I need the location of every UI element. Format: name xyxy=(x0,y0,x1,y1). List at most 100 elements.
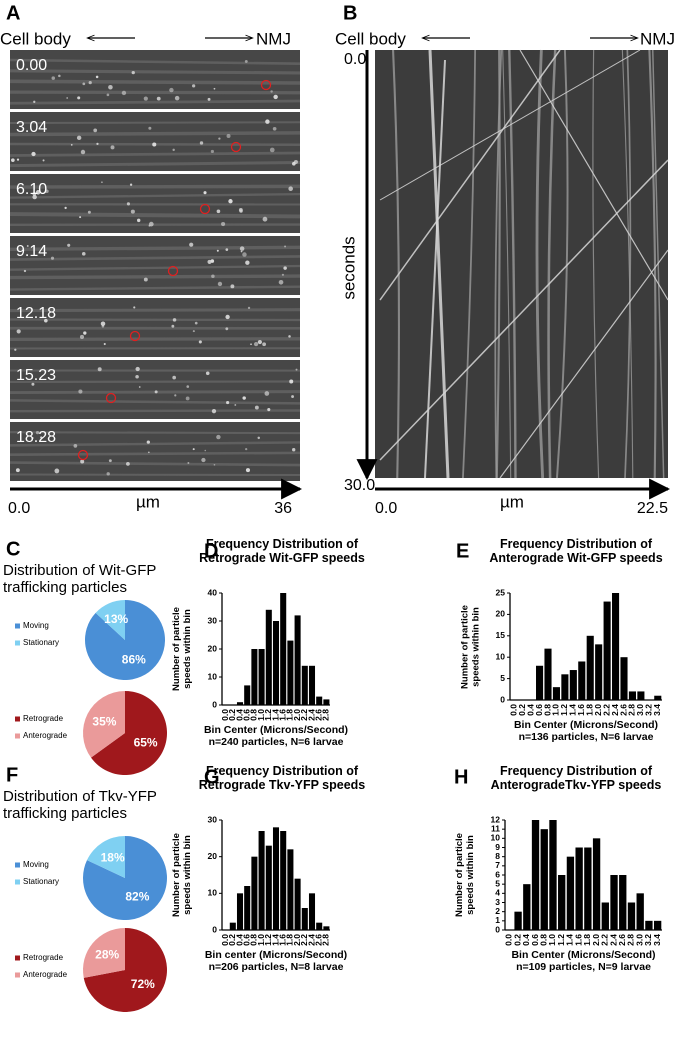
particle xyxy=(42,159,45,162)
stationary-trace xyxy=(392,49,400,479)
axon-streak xyxy=(9,461,301,467)
particle xyxy=(239,246,245,251)
panel-letter: D xyxy=(204,540,218,562)
x-axis-label: Bin Center (Microns/Second) xyxy=(204,724,348,736)
legend-label: Moving xyxy=(23,860,49,869)
y-tick-label: 0 xyxy=(212,924,217,934)
bar xyxy=(549,820,557,930)
x-tick-label: 0.2 xyxy=(227,934,237,946)
particle xyxy=(108,84,113,90)
x-tick-label: 1.6 xyxy=(277,709,287,721)
particle xyxy=(11,158,15,162)
y-tick-label: 2 xyxy=(495,906,500,916)
bar xyxy=(316,696,323,705)
particle xyxy=(156,96,161,101)
x-tick-label: 2.2 xyxy=(299,709,309,721)
x-tick-label: 1.8 xyxy=(584,704,594,716)
bar xyxy=(301,908,308,930)
x-tick-label: 1.0 xyxy=(551,704,561,716)
particle xyxy=(245,260,250,265)
x-axis-label: Bin Center (Microns/Second) xyxy=(511,949,655,961)
x-tick-label: 2.8 xyxy=(626,934,636,946)
x-tick-label: 1.6 xyxy=(573,934,583,946)
particle xyxy=(70,143,73,146)
time-label: 6.10 xyxy=(16,181,47,198)
particle xyxy=(185,396,190,401)
particle xyxy=(262,342,267,347)
moving-trace xyxy=(424,59,446,479)
bar xyxy=(595,644,603,700)
chart-note: n=240 particles, N=6 larvae xyxy=(209,736,344,748)
bar xyxy=(265,609,272,705)
pie-slice xyxy=(83,691,125,758)
bar xyxy=(323,699,330,705)
y-tick-label: 20 xyxy=(208,643,218,653)
particle xyxy=(216,209,221,214)
axis-label: 0.0 xyxy=(344,51,366,68)
particle xyxy=(35,430,40,435)
pie-slice xyxy=(84,600,165,681)
axon-streak xyxy=(9,409,301,413)
x-tick-label: 1.4 xyxy=(568,704,578,716)
particle xyxy=(100,321,106,326)
y-tick-label: 25 xyxy=(496,587,506,597)
x-tick-label: 0.0 xyxy=(508,704,518,716)
x-tick-label: 1.4 xyxy=(270,709,280,721)
x-tick-label: 2.2 xyxy=(601,704,611,716)
y-axis-label: Number of particle speeds within bin xyxy=(171,607,193,691)
slice-label: 18% xyxy=(101,851,125,865)
y-tick-label: 9 xyxy=(495,842,500,852)
bar xyxy=(612,593,620,700)
particle xyxy=(221,221,226,227)
particle xyxy=(216,249,219,252)
particle xyxy=(45,189,49,194)
particle xyxy=(66,97,69,99)
x-tick-label: 1.2 xyxy=(556,934,566,946)
y-tick-label: 0 xyxy=(495,924,500,934)
particle xyxy=(32,194,37,200)
bar xyxy=(531,820,540,930)
particle xyxy=(73,444,78,448)
x-tick-label: 0.6 xyxy=(530,934,540,946)
axis-label: 0.0 xyxy=(375,500,397,517)
x-tick-label: 2.0 xyxy=(292,934,302,946)
particle xyxy=(35,190,41,195)
particle xyxy=(204,449,207,452)
x-tick-label: 0.8 xyxy=(539,934,549,946)
y-tick-label: 1 xyxy=(495,915,500,925)
tracked-particle xyxy=(167,265,179,277)
slice-label: 35% xyxy=(92,715,116,729)
x-tick-label: 2.0 xyxy=(593,704,603,716)
y-tick-label: 5 xyxy=(495,878,500,888)
x-tick-label: 2.4 xyxy=(608,934,618,946)
moving-trace xyxy=(428,49,450,479)
x-tick-label: 3.4 xyxy=(652,704,662,716)
y-tick-label: 15 xyxy=(496,630,506,640)
x-tick-label: 0.4 xyxy=(234,709,244,721)
y-tick-label: 12 xyxy=(491,814,501,824)
y-tick-label: 30 xyxy=(208,615,218,625)
particle xyxy=(33,100,36,103)
bar xyxy=(514,911,522,930)
particle xyxy=(257,436,261,440)
x-tick-label: 2.4 xyxy=(610,704,620,716)
x-tick-label: 0.2 xyxy=(517,704,527,716)
chart-note: n=136 particles, N=6 larvae xyxy=(519,731,654,743)
legend-label: Anterograde xyxy=(23,970,68,979)
particle xyxy=(225,314,230,320)
bar xyxy=(287,849,294,930)
axon-streak xyxy=(9,69,301,75)
image-frames: 0.00 3.04 6.10 9.14 12.18 15.23 18.28 xyxy=(9,50,301,481)
x-tick-label: 1.4 xyxy=(565,934,575,946)
panel-letter: E xyxy=(456,540,469,562)
particle xyxy=(138,386,141,388)
particle xyxy=(31,437,34,439)
particle xyxy=(15,468,20,473)
legend-label: Stationary xyxy=(23,877,59,886)
particle xyxy=(58,74,61,78)
particle xyxy=(93,128,98,133)
axis-label: 30.0 xyxy=(344,477,375,494)
particle xyxy=(253,341,259,347)
panel-title: Distribution of Wit-GFP trafficking part… xyxy=(3,562,157,597)
bar xyxy=(601,902,609,930)
